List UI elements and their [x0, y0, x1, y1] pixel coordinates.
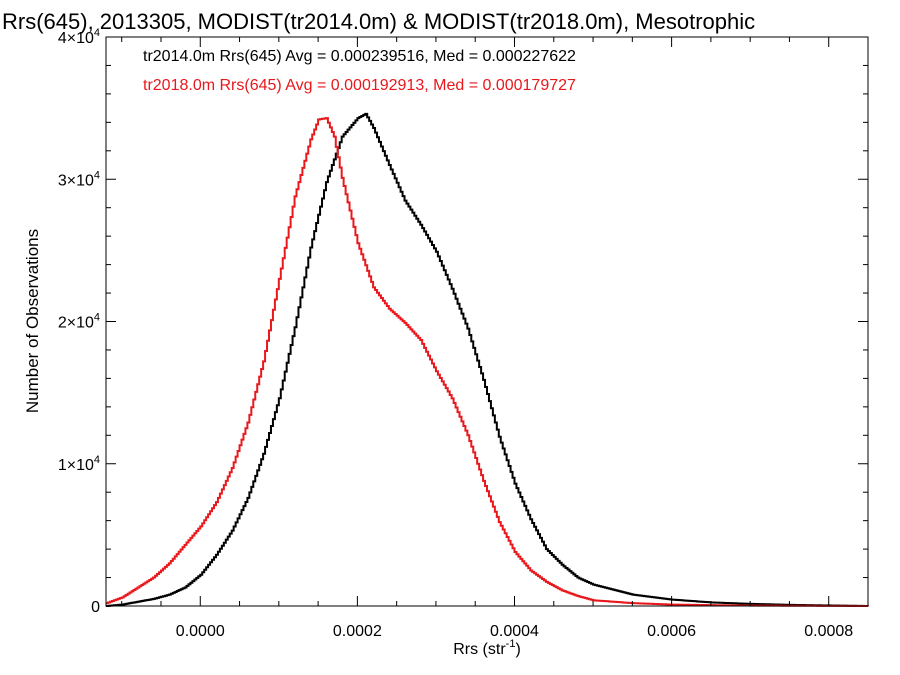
- axis-ticks: 0.0000 0.0002 0.0004 0.0006 0.0008 0 1×104 2×10…: [58, 27, 869, 640]
- y-tick-label: 4×104: [58, 27, 100, 47]
- annotation-2: tr2018.0m Rrs(645) Avg = 0.000192913, Me…: [143, 77, 576, 94]
- x-tick-label: 0.0000: [176, 623, 225, 640]
- y-axis-label: Number of Observations: [23, 229, 42, 413]
- x-tick-label: 0.0006: [647, 623, 696, 640]
- y-tick-label: 0: [91, 599, 100, 616]
- y-tick-label: 2×104: [58, 312, 100, 332]
- annotation-group: tr2014.0m Rrs(645) Avg = 0.000239516, Me…: [143, 48, 576, 94]
- y-tick-label: 1×104: [58, 454, 100, 474]
- series-group: [106, 112, 869, 607]
- x-tick-label: 0.0008: [804, 623, 853, 640]
- annotation-1: tr2014.0m Rrs(645) Avg = 0.000239516, Me…: [143, 48, 576, 65]
- x-tick-label: 0.0004: [490, 623, 539, 640]
- plot-frame: [105, 36, 869, 607]
- chart-title: Rrs(645), 2013305, MODIST(tr2014.0m) & M…: [2, 9, 755, 34]
- series-line-1: [106, 112, 869, 607]
- x-tick-label: 0.0002: [333, 623, 382, 640]
- x-axis-label: Rrs (str-1): [453, 638, 521, 658]
- y-tick-label: 3×104: [58, 169, 100, 189]
- series-line-2: [106, 117, 869, 607]
